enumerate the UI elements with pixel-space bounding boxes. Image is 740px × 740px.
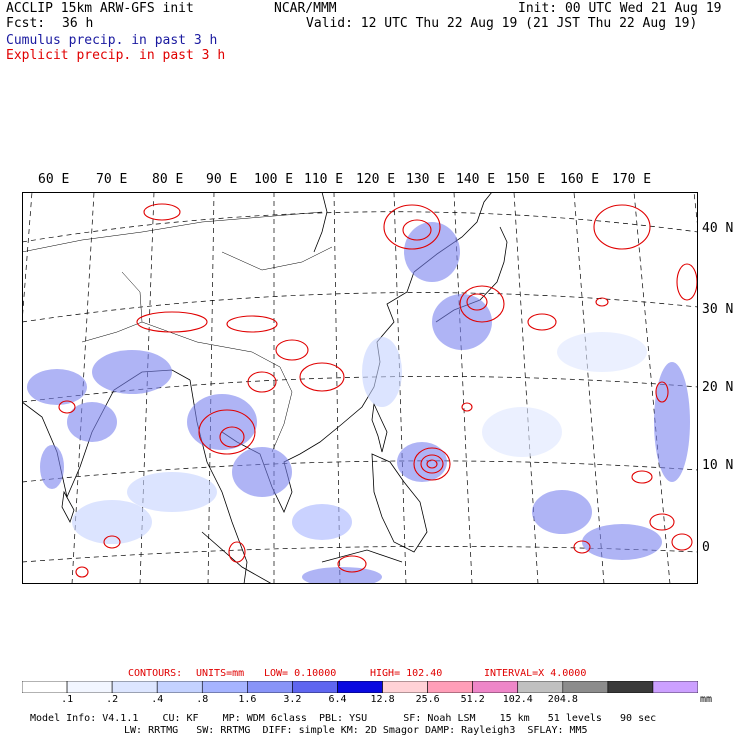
colorbar-swatch	[607, 681, 654, 693]
colorbar-tick-label: 6.4	[328, 694, 347, 705]
model-info-line-2: LW: RRTMG SW: RRTMG DIFF: simple KM: 2D …	[124, 725, 588, 736]
colorbar-swatch	[247, 681, 293, 693]
lon-label: 120 E	[356, 172, 396, 187]
colorbar-swatch	[156, 681, 203, 693]
contours-low: LOW= 0.10000	[264, 668, 337, 679]
lon-label: 100 E	[254, 172, 294, 187]
lat-label: 0	[702, 540, 710, 555]
contours-units: UNITS=mm	[196, 668, 245, 679]
colorbar-tick-label: .4	[151, 694, 164, 705]
valid-time: Valid: 12 UTC Thu 22 Aug 19 (21 JST Thu …	[306, 16, 698, 31]
explicit-precip-contours	[58, 203, 698, 578]
lat-label: 10 N	[702, 458, 734, 473]
colorbar-swatch	[22, 681, 68, 693]
colorbar-tick-label: 204.8	[547, 694, 578, 705]
model-title: ACCLIP 15km ARW-GFS init	[6, 1, 194, 16]
lon-label: 60 E	[38, 172, 70, 187]
lon-label: 70 E	[96, 172, 128, 187]
colorbar-labels: .1 .2 .4 .8 1.6 3.2 6.4 12.8 25.6 51.2 102.4 204.8 m…	[0, 694, 740, 708]
lon-label: 90 E	[206, 172, 238, 187]
colorbar-tick-label: .2	[106, 694, 119, 705]
forecast-label: Fcst:	[6, 16, 46, 31]
model-info-line-1: Model Info: V4.1.1 CU: KF MP: WDM 6class…	[30, 713, 657, 724]
colorbar-unit: mm	[700, 694, 713, 705]
lon-label: 150 E	[506, 172, 546, 187]
forecast-hour: 36 h	[62, 16, 94, 31]
contours-interval: INTERVAL=X 4.0000	[484, 668, 587, 679]
cumulus-legend: Cumulus precip. in past 3 h	[6, 33, 218, 48]
lat-label: 20 N	[702, 380, 734, 395]
colorbar-swatch	[382, 681, 428, 693]
colorbar-swatch	[472, 681, 519, 693]
lon-label: 160 E	[560, 172, 600, 187]
contours-label: CONTOURS:	[128, 668, 183, 679]
lat-label: 30 N	[702, 302, 734, 317]
init-time: Init: 00 UTC Wed 21 Aug 19	[518, 1, 722, 16]
colorbar-swatch	[111, 681, 158, 693]
colorbar-swatch	[427, 681, 473, 693]
contours-high: HIGH= 102.40	[370, 668, 443, 679]
colorbar-swatch	[337, 681, 383, 693]
explicit-legend: Explicit precip. in past 3 h	[6, 48, 226, 63]
lon-label: 80 E	[152, 172, 184, 187]
colorbar-tick-label: 12.8	[370, 694, 395, 705]
lon-label: 130 E	[406, 172, 446, 187]
precip-colorbar	[22, 681, 698, 693]
colorbar-swatch	[201, 681, 248, 693]
lon-label: 140 E	[456, 172, 496, 187]
cumulus-precip-field	[27, 222, 690, 584]
colorbar-swatch	[66, 681, 113, 693]
map-frame	[22, 192, 698, 584]
colorbar-tick-label: 1.6	[238, 694, 257, 705]
colorbar-swatch	[562, 681, 609, 693]
colorbar-tick-label: .1	[61, 694, 74, 705]
colorbar-tick-label: 25.6	[415, 694, 440, 705]
colorbar-swatch	[652, 681, 698, 693]
lat-label: 40 N	[702, 221, 734, 236]
colorbar-tick-label: 102.4	[502, 694, 533, 705]
colorbar-swatch	[292, 681, 338, 693]
country-borders	[22, 211, 333, 453]
colorbar-tick-label: .8	[196, 694, 209, 705]
lon-label: 110 E	[304, 172, 344, 187]
colorbar-tick-label: 51.2	[460, 694, 485, 705]
precipitation-map	[22, 192, 698, 584]
organization-label: NCAR/MMM	[274, 1, 337, 16]
colorbar-tick-label: 3.2	[283, 694, 302, 705]
lon-label: 170 E	[612, 172, 652, 187]
colorbar-swatch	[517, 681, 564, 693]
